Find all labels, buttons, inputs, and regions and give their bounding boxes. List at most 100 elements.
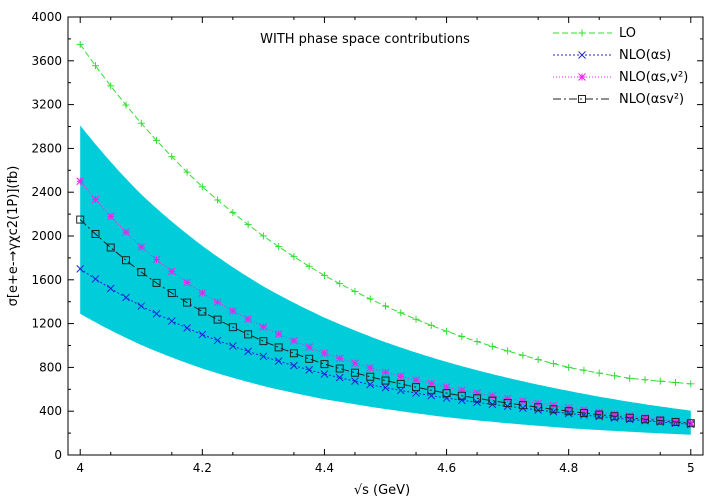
series-1-point-4 [137,302,146,310]
series-1-point-6 [167,317,176,325]
series-1-point-2 [106,284,115,293]
series-0-point-29 [519,351,527,359]
series-3-point-19 [366,372,375,381]
series-2-point-21 [396,372,405,381]
legend-entry-3: NLO(αsv²) [553,92,684,107]
series-3-point-36 [625,413,634,422]
series-2-point-36 [625,412,634,420]
series-3-point-6 [167,289,176,298]
legend-entry-1: NLO(αs) [553,48,671,63]
series-0-point-31 [549,360,557,368]
series-0-point-32 [565,363,573,371]
x-tick-label-1: 4.2 [193,461,212,475]
series-1-point-14 [290,361,298,370]
series-0-point-20 [382,302,389,310]
series-2-point-16 [320,349,329,358]
series-0 [76,40,695,388]
series-3-point-10 [228,323,237,332]
y-tick-label-2: 800 [39,360,62,374]
series-2-point-2 [106,212,115,221]
series-0-point-0 [76,40,84,48]
series-1-point-5 [152,309,161,318]
series-3-point-40 [686,419,695,428]
series-2-point-14 [290,336,298,345]
series-1-point-26 [473,398,481,407]
series-3-point-17 [335,364,344,373]
series-0-point-34 [595,369,603,377]
series-3-point-7 [183,298,192,307]
y-tick-label-7: 2800 [31,141,62,155]
series-1-point-1 [91,275,100,283]
y-tick-label-5: 2000 [31,229,62,243]
series-3-point-28 [503,398,512,407]
series-1-point-20 [381,383,390,392]
series-2-point-28 [503,394,512,403]
series-3-point-12 [259,337,268,346]
axis-layer: 4 4.2 4.4 4.6 4.8 5 0 400 800 1200 1600 2000 2400 280… [31,10,703,475]
series-3-point-0 [76,215,85,224]
series-2-point-15 [305,343,314,352]
series-2-point-40 [686,418,695,427]
series-1-point-19 [366,380,375,389]
y-tick-label-0: 0 [54,448,62,462]
uncertainty-band-layer [80,125,691,435]
series-0-point-7 [183,168,191,176]
series-3-point-11 [244,330,253,339]
series-0-point-11 [244,221,252,229]
series-0-point-10 [229,209,237,217]
series-0-point-23 [427,321,435,329]
series-2-point-9 [213,298,222,307]
series-3-point-33 [579,408,588,417]
series-1-point-16 [320,370,329,378]
series-3-point-38 [656,416,665,425]
series-2-point-17 [335,354,344,363]
y-axis-title: σ[e+e-→γχc2(1P)](fb) [6,166,21,307]
series-0-point-36 [626,374,634,382]
series-3-point-23 [427,386,436,395]
series-2-point-6 [167,267,176,276]
y-tick-label-6: 2400 [31,185,62,199]
series-3-point-21 [396,379,405,388]
series-3-point-1 [91,229,100,238]
series-3-point-31 [549,405,558,414]
series-0-point-24 [443,327,451,335]
chart-annotation: WITH phase space contributions [260,32,470,47]
series-3-point-30 [534,403,543,412]
series-3-point-29 [518,401,527,410]
series-2-point-8 [198,289,207,297]
series-3-point-35 [610,412,619,421]
series-2-point-26 [473,389,481,397]
series-0-point-27 [488,342,496,350]
series-layer [76,40,695,429]
series-0-point-39 [672,378,680,386]
series-3-point-18 [350,368,359,377]
series-2-point-1 [91,195,100,204]
legend-entry-2: NLO(αs,v²) [553,70,688,85]
y-tick-label-1: 400 [39,404,62,418]
series-1-point-7 [183,324,191,332]
series-1-point-15 [305,366,314,374]
series-0-point-33 [580,366,588,374]
series-0-point-6 [168,153,176,161]
series-1-point-25 [457,396,466,405]
y-tick-label-9: 3600 [31,54,62,68]
series-0-point-9 [214,196,222,204]
series-0-point-26 [473,338,481,346]
series-2-point-29 [519,397,527,405]
series-0-point-3 [122,101,130,109]
series-1-point-17 [335,373,344,382]
series-2-point-19 [366,364,375,372]
series-3-point-4 [137,268,146,277]
series-0-point-22 [412,315,420,323]
series-2-point-18 [351,359,359,368]
series-1-point-12 [259,352,268,361]
series-0-point-38 [656,377,664,385]
series-3-point-22 [412,383,421,392]
series-0-point-5 [153,136,161,144]
series-0-point-2 [107,82,115,90]
series-2-point-27 [488,392,497,400]
series-0-point-35 [610,372,618,380]
series-2-point-7 [183,278,191,287]
series-2-point-4 [137,243,146,251]
